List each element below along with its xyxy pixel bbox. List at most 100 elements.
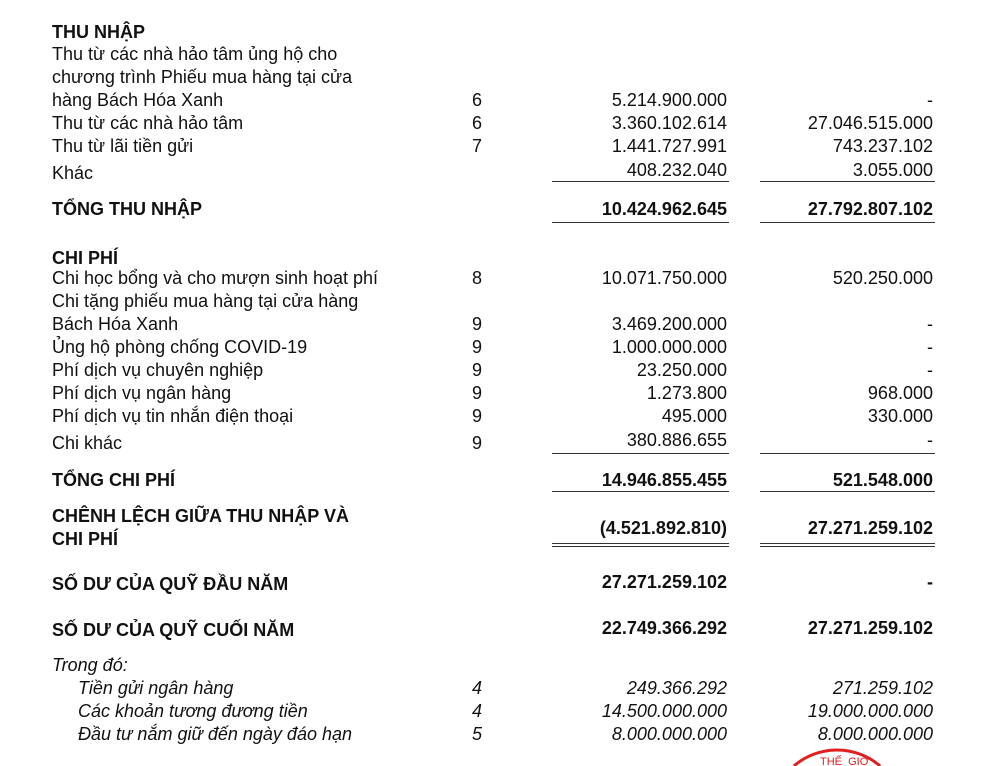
row-label: Bách Hóa Xanh: [52, 314, 179, 334]
row-prior: 520.250.000: [832, 268, 933, 288]
divider: [760, 453, 935, 454]
total-label: TỔNG THU NHẬP: [52, 199, 202, 219]
table-row: hàng Bách Hóa Xanh 6 5.214.900.000 -: [0, 88, 983, 112]
row-note: 6: [471, 90, 482, 110]
total-prior: 521.548.000: [832, 470, 933, 490]
row-current: 1.273.800: [646, 383, 727, 403]
row-label: Ủng hộ phòng chống COVID-19: [52, 337, 308, 357]
row-current: 1.441.727.991: [611, 136, 727, 156]
row-label: Thu từ các nhà hảo tâm ủng hộ cho: [52, 44, 338, 64]
table-row: Chi khác 9 380.886.655 -: [0, 428, 983, 453]
divider: [552, 181, 729, 182]
total-current: 10.424.962.645: [601, 199, 727, 219]
row-current: 3.360.102.614: [611, 113, 727, 133]
total-label: TỔNG CHI PHÍ: [52, 470, 176, 490]
opening-row: SỐ DƯ CỦA QUỸ ĐẦU NĂM 27.271.259.102 -: [0, 570, 983, 594]
row-label: Chi khác: [52, 433, 123, 453]
closing-label: SỐ DƯ CỦA QUỸ CUỐI NĂM: [52, 620, 295, 640]
closing-current: 22.749.366.292: [601, 618, 727, 638]
row-note: 6: [471, 113, 482, 133]
row-prior: -: [927, 430, 933, 450]
total-current: 14.946.855.455: [601, 470, 727, 490]
row-current: 1.000.000.000: [611, 337, 727, 357]
row-note: 9: [471, 383, 482, 403]
red-seal-stamp: THẾ GIỚ: [792, 748, 882, 766]
row-current: 408.232.040: [626, 160, 727, 180]
divider: [552, 491, 729, 492]
difference-row: CHI PHÍ: [0, 527, 983, 551]
row-prior: -: [927, 90, 933, 110]
row-label: Khác: [52, 163, 94, 183]
row-note: 7: [471, 136, 482, 156]
divider: [552, 453, 729, 454]
divider: [760, 181, 935, 182]
row-prior: 19.000.000.000: [807, 701, 933, 721]
row-note: 8: [471, 268, 482, 288]
row-current: 5.214.900.000: [611, 90, 727, 110]
row-note: 9: [471, 337, 482, 357]
table-row: Phí dịch vụ ngân hàng 9 1.273.800 968.00…: [0, 381, 983, 405]
double-divider: [552, 543, 729, 547]
divider: [552, 222, 729, 223]
row-note: 4: [471, 678, 482, 698]
table-row: Khác 408.232.040 3.055.000: [0, 158, 983, 183]
row-current: 3.469.200.000: [611, 314, 727, 334]
difference-label: CHÊNH LỆCH GIỮA THU NHẬP VÀ: [52, 506, 349, 526]
total-row: TỔNG THU NHẬP 10.424.962.645 27.792.807.…: [0, 197, 983, 221]
double-divider: [760, 543, 935, 547]
row-prior: 743.237.102: [832, 136, 933, 156]
row-prior: 330.000: [867, 406, 933, 426]
row-current: 23.250.000: [636, 360, 727, 380]
row-note: 9: [471, 433, 482, 453]
row-label: chương trình Phiếu mua hàng tại cửa: [52, 67, 353, 87]
row-note: 5: [471, 724, 482, 744]
table-row: Bách Hóa Xanh 9 3.469.200.000 -: [0, 312, 983, 336]
closing-prior: 27.271.259.102: [807, 618, 933, 638]
row-label: Chi học bổng và cho mượn sinh hoạt phí: [52, 268, 379, 288]
row-label: Phí dịch vụ ngân hàng: [52, 383, 232, 403]
opening-prior: -: [927, 572, 933, 592]
divider: [760, 222, 935, 223]
difference-prior: 27.271.259.102: [807, 518, 933, 538]
row-label: Thu từ các nhà hảo tâm: [52, 113, 244, 133]
row-current: 249.366.292: [626, 678, 727, 698]
opening-current: 27.271.259.102: [601, 572, 727, 592]
row-prior: 968.000: [867, 383, 933, 403]
table-row: Thu từ lãi tiền gửi 7 1.441.727.991 743.…: [0, 134, 983, 158]
table-row: Phí dịch vụ tin nhắn điện thoại 9 495.00…: [0, 404, 983, 428]
row-current: 380.886.655: [626, 430, 727, 450]
opening-label: SỐ DƯ CỦA QUỸ ĐẦU NĂM: [52, 574, 289, 594]
row-label: hàng Bách Hóa Xanh: [52, 90, 224, 110]
row-prior: -: [927, 337, 933, 357]
table-row: Chi học bổng và cho mượn sinh hoạt phí 8…: [0, 266, 983, 290]
difference-label: CHI PHÍ: [52, 529, 119, 549]
row-label: Tiền gửi ngân hàng: [78, 678, 234, 698]
table-row: Các khoản tương đương tiền 4 14.500.000.…: [0, 699, 983, 723]
row-prior: 3.055.000: [852, 160, 933, 180]
table-row: Ủng hộ phòng chống COVID-19 9 1.000.000.…: [0, 335, 983, 359]
row-prior: -: [927, 360, 933, 380]
breakdown-heading: Trong đó:: [52, 655, 128, 675]
row-note: 4: [471, 701, 482, 721]
row-label: Đầu tư nắm giữ đến ngày đáo hạn: [78, 724, 352, 744]
row-note: 9: [471, 406, 482, 426]
total-prior: 27.792.807.102: [807, 199, 933, 219]
row-prior: 271.259.102: [832, 678, 933, 698]
row-prior: 8.000.000.000: [817, 724, 933, 744]
table-row: Tiền gửi ngân hàng 4 249.366.292 271.259…: [0, 676, 983, 700]
row-label: Các khoản tương đương tiền: [78, 701, 308, 721]
row-current: 495.000: [661, 406, 727, 426]
difference-current: (4.521.892.810): [599, 518, 727, 538]
table-row: Đầu tư nắm giữ đến ngày đáo hạn 5 8.000.…: [0, 722, 983, 746]
row-label: Thu từ lãi tiền gửi: [52, 136, 194, 156]
row-label: Chi tặng phiếu mua hàng tại cửa hàng: [52, 291, 359, 311]
closing-row: SỐ DƯ CỦA QUỸ CUỐI NĂM 22.749.366.292 27…: [0, 616, 983, 640]
row-note: 9: [471, 314, 482, 334]
row-label: Phí dịch vụ chuyên nghiệp: [52, 360, 264, 380]
row-current: 14.500.000.000: [601, 701, 727, 721]
table-row: Thu từ các nhà hảo tâm 6 3.360.102.614 2…: [0, 111, 983, 135]
row-prior: 27.046.515.000: [807, 113, 933, 133]
row-label: Phí dịch vụ tin nhắn điện thoại: [52, 406, 294, 426]
expenses-heading: CHI PHÍ: [52, 248, 119, 268]
